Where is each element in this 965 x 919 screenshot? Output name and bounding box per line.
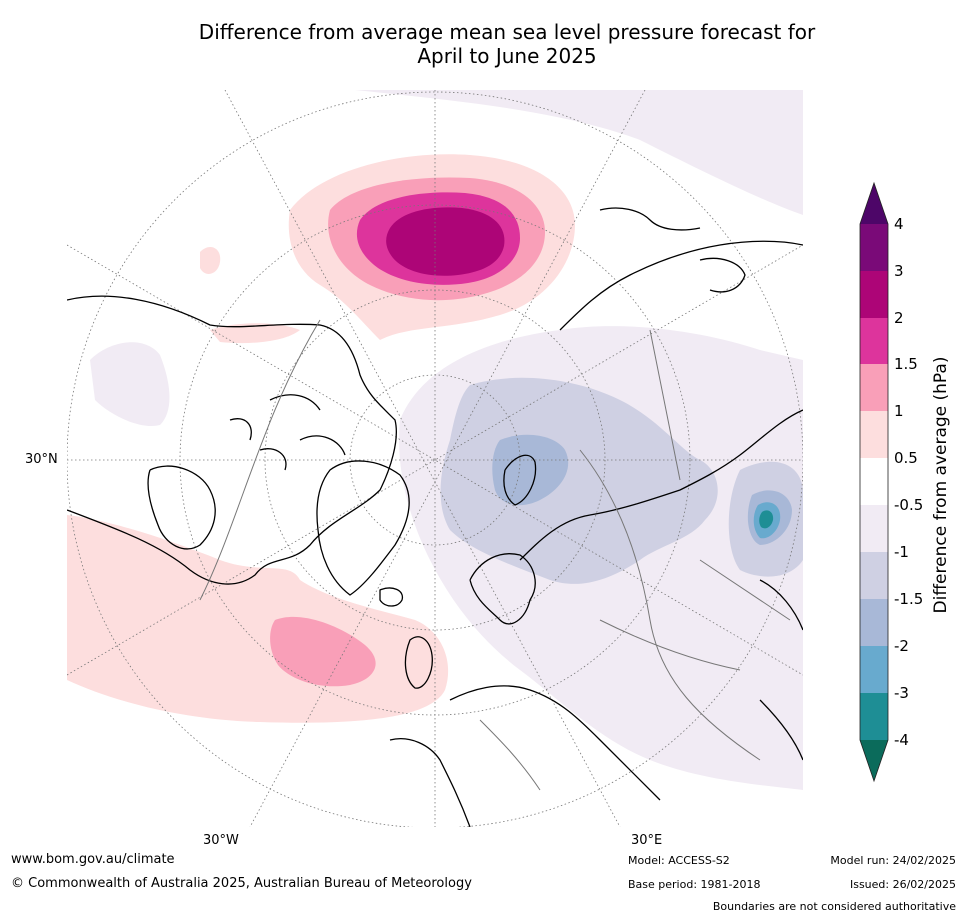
- latitude-label-30n: 30°N: [25, 452, 58, 467]
- positive-anomaly-pacific-2: [386, 207, 505, 276]
- coastline-greenland: [316, 460, 410, 596]
- colorbar: [859, 181, 889, 783]
- colorbar-band-1-1.5: [860, 364, 888, 411]
- negative-anomaly-region-america: [90, 342, 170, 426]
- coastline-north-america: [67, 295, 397, 585]
- colorbar-tick: 1.5: [894, 355, 918, 373]
- colorbar-band-2-3: [860, 271, 888, 318]
- coastline-novaya-zemlya: [503, 454, 537, 506]
- colorbar-extend-min: [860, 740, 888, 781]
- coastline-siberia: [519, 409, 803, 561]
- negative-anomaly-east-cell-centre: [759, 510, 774, 529]
- colorbar-extend-max: [860, 183, 888, 224]
- negative-anomaly-region-north: [355, 90, 803, 215]
- colorbar-band-0.5-1: [860, 411, 888, 458]
- meridian-line: [249, 90, 646, 827]
- meridian-line: [224, 90, 621, 827]
- base-period: Base period: 1981-2018: [628, 878, 761, 891]
- negative-anomaly-1-region: [440, 377, 718, 584]
- issued-date: Issued: 26/02/2025: [849, 878, 956, 891]
- coastline-europe: [389, 685, 661, 827]
- boundary-line: [199, 319, 791, 791]
- colorbar-band-1.5-2: [860, 318, 888, 364]
- colorbar-band-m4-m3: [860, 693, 888, 740]
- website-link[interactable]: www.bom.gov.au/climate: [11, 852, 175, 867]
- model-run-date: Model run: 24/02/2025: [830, 854, 956, 867]
- colorbar-tick: -0.5: [894, 496, 924, 514]
- coastline-chukotka: [559, 207, 803, 331]
- colorbar-tick: 0.5: [894, 449, 918, 467]
- coastline-hudson-region: [147, 465, 216, 550]
- colorbar-band-neutral: [860, 458, 888, 505]
- map-title: Difference from average mean sea level p…: [60, 20, 954, 68]
- colorbar-tick: -2: [894, 637, 909, 655]
- colorbar-tick: -1.5: [894, 590, 924, 608]
- longitude-label-30e: 30°E: [631, 833, 663, 848]
- colorbar-band-3-4: [860, 224, 888, 271]
- colorbar-label: Difference from average (hPa): [931, 356, 951, 614]
- positive-anomaly-alaska-band: [210, 323, 300, 344]
- coastline-british-isles: [404, 636, 433, 689]
- latitude-circle: [67, 91, 803, 827]
- colorbar-band-m2-m1.5: [860, 599, 888, 646]
- longitude-label-30w: 30°W: [203, 833, 239, 848]
- map-title-line1: Difference from average mean sea level p…: [198, 20, 816, 44]
- colorbar-tick: -1: [894, 543, 909, 561]
- map-panel: [67, 90, 803, 827]
- colorbar-tick: 1: [894, 402, 904, 420]
- coastline-iceland: [379, 587, 404, 607]
- positive-anomaly-atlantic-1: [270, 616, 376, 687]
- anomaly-fields: [67, 90, 803, 790]
- coastline-kamchatka: [699, 257, 746, 293]
- colorbar-band-m1-m0.5: [860, 505, 888, 552]
- copyright-text: © Commonwealth of Australia 2025, Austra…: [11, 876, 472, 891]
- political-boundaries: [199, 319, 791, 791]
- colorbar-tick: -4: [894, 731, 909, 749]
- coastline-east-asia: [759, 579, 803, 761]
- map-title-line2: April to June 2025: [417, 44, 597, 68]
- positive-anomaly-small-blob: [200, 247, 221, 274]
- graticule: [67, 90, 803, 827]
- colorbar-tick: 2: [894, 309, 904, 327]
- colorbar-outline: [859, 181, 889, 783]
- colorbar-band-m3-m2: [860, 646, 888, 693]
- colorbar-tick: 3: [894, 262, 904, 280]
- coastlines: [67, 207, 803, 827]
- model-name: Model: ACCESS-S2: [628, 854, 730, 867]
- coastline-scandinavia: [469, 553, 536, 625]
- colorbar-tick: 4: [894, 215, 904, 233]
- colorbar-band-m1.5-m1: [860, 552, 888, 599]
- colorbar-tick: -3: [894, 684, 909, 702]
- coastline-arctic-islands: [229, 394, 346, 471]
- negative-anomaly-1-5-region: [492, 434, 569, 506]
- boundaries-disclaimer: Boundaries are not considered authoritat…: [712, 900, 956, 913]
